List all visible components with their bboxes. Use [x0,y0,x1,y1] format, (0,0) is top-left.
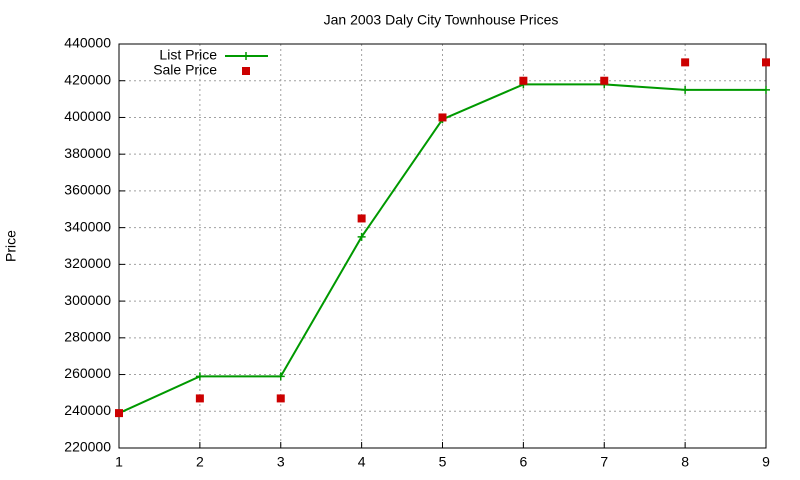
point [115,409,123,418]
point [762,85,770,94]
y-tick-label: 240000 [64,402,111,418]
y-tick-label: 400000 [64,108,111,124]
point [357,232,366,241]
plot-border [118,43,767,449]
point [276,372,285,381]
point [195,372,204,381]
point [195,394,204,403]
x-tick-label: 8 [681,454,689,470]
y-tick-label: 300000 [64,292,111,308]
x-tick-label: 2 [196,454,204,470]
point [681,58,690,67]
point [438,113,447,122]
legend-label: List Price [159,47,217,63]
x-tick-label: 7 [600,454,608,470]
y-tick-label: 320000 [64,255,111,271]
y-tick-label: 340000 [64,218,111,234]
point [600,76,609,85]
y-tick-label: 220000 [64,439,111,455]
y-tick-label: 380000 [64,145,111,161]
point [242,52,250,60]
y-tick-label: 420000 [64,71,111,87]
x-tick-label: 3 [277,454,285,470]
legend-label: Sale Price [153,62,217,78]
x-tick-label: 9 [762,454,770,470]
chart-title: Jan 2003 Daly City Townhouse Prices [324,12,559,28]
y-axis-label: Price [3,230,19,262]
x-tick-label: 5 [439,454,447,470]
y-tick-label: 260000 [64,365,111,381]
point [762,58,770,67]
x-tick-label: 1 [115,454,123,470]
x-tick-label: 6 [519,454,527,470]
point [242,67,250,75]
point [276,394,285,403]
y-tick-label: 360000 [64,182,111,198]
y-tick-label: 280000 [64,329,111,345]
x-tick-label: 4 [358,454,366,470]
point [519,76,528,85]
point [681,85,690,94]
y-tick-label: 440000 [64,35,111,51]
point [357,214,366,223]
